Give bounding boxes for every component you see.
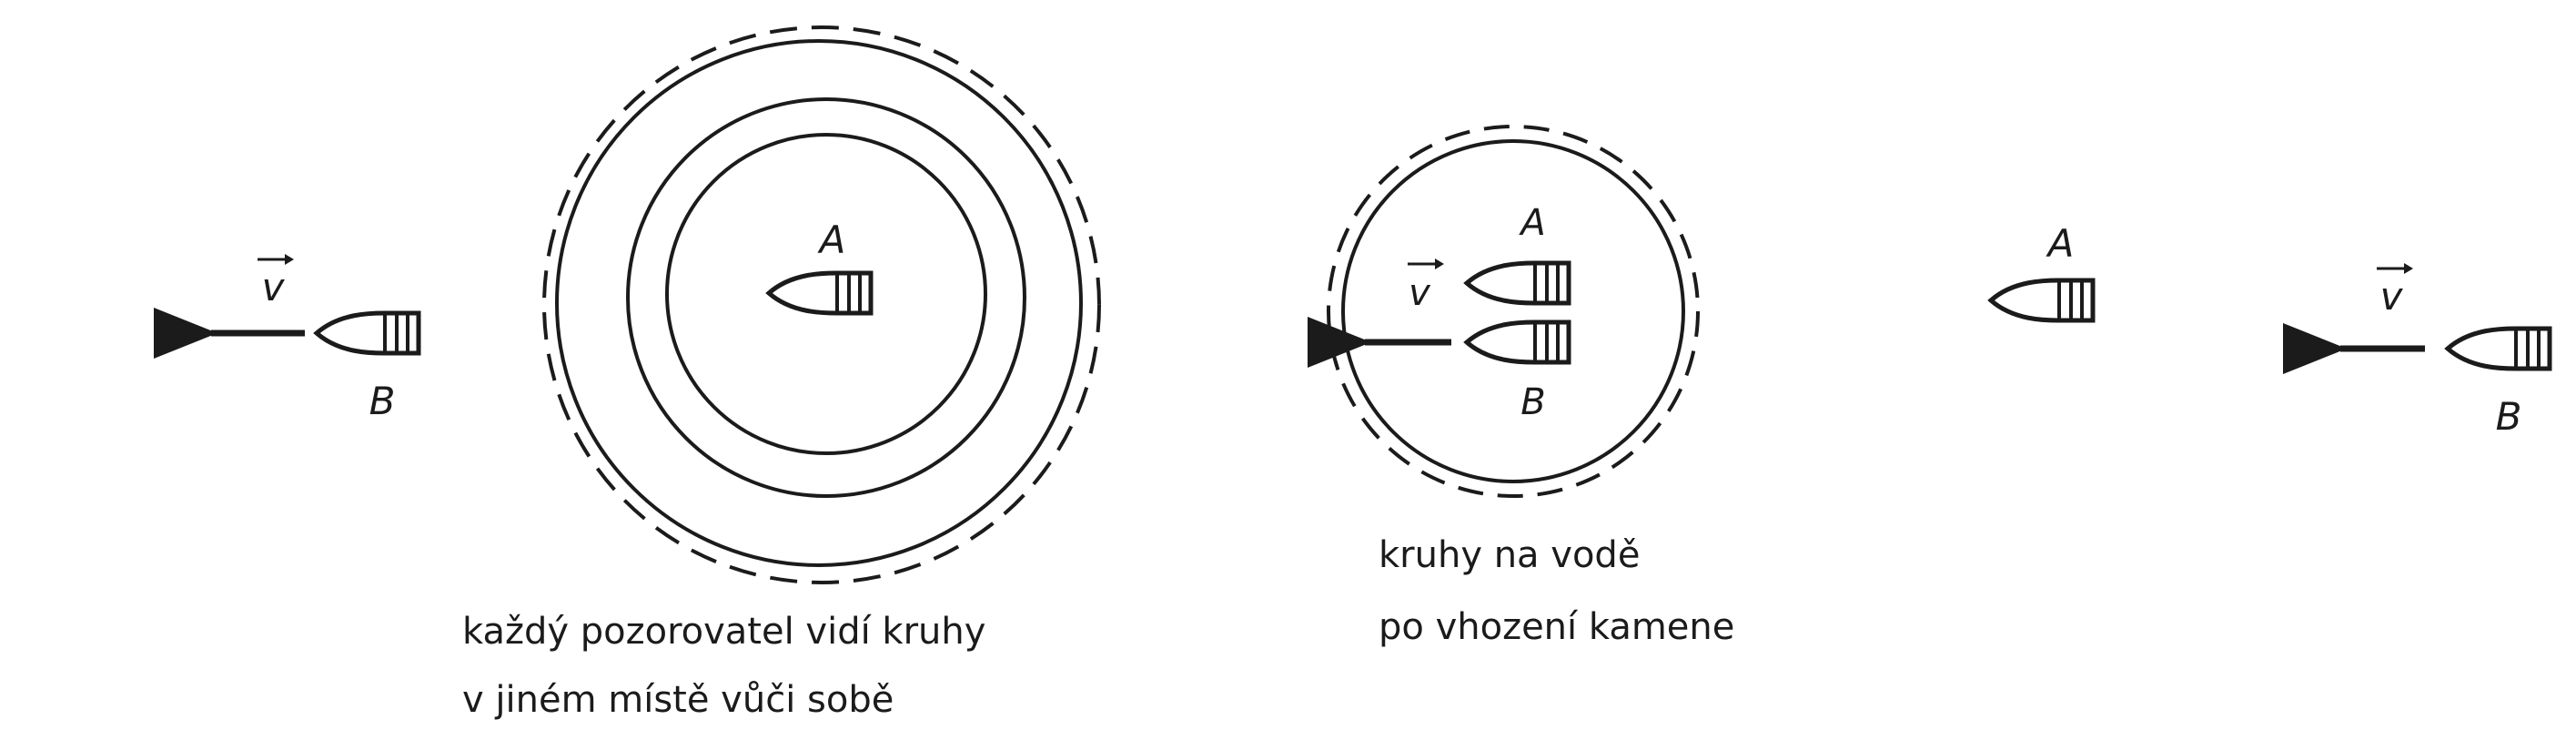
velocity-label-middle: v xyxy=(1406,257,1446,314)
wave-circle-middle-dashed xyxy=(1327,125,1700,498)
caption-middle-line2: po vhození kamene xyxy=(1379,606,1734,648)
caption-middle-line1: kruhy na vodě xyxy=(1379,534,1640,576)
boat-a-middle xyxy=(1467,263,1569,303)
boat-a-label-left: A xyxy=(817,218,846,262)
boat-b-label-middle: B xyxy=(1520,381,1545,423)
boat-a-label-middle: A xyxy=(1518,202,1545,244)
boat-a-label-right: A xyxy=(2046,221,2075,266)
wave-circle-middle xyxy=(626,97,1026,498)
boat-b-right xyxy=(2448,329,2550,369)
panel-left: v B A každý pozorovatel vidí kruhy v jin… xyxy=(154,25,1101,721)
wave-circle-inner xyxy=(665,133,987,455)
velocity-label-left: v xyxy=(256,252,296,309)
velocity-symbol: v xyxy=(262,265,286,309)
velocity-symbol: v xyxy=(1409,272,1431,314)
caption-left-line2: v jiném místě vůči sobě xyxy=(462,679,894,721)
boat-a-right xyxy=(1991,280,2093,320)
panel-middle: v A B kruhy na vodě po vhození kamene xyxy=(1308,125,1734,648)
wave-circle-outer-dashed xyxy=(542,25,1101,584)
caption-left-line1: každý pozorovatel vidí kruhy xyxy=(462,611,985,653)
boat-b-left xyxy=(317,313,419,353)
boat-a-left xyxy=(769,273,871,313)
panel-right: A v B xyxy=(1991,221,2550,439)
boat-b-label-left: B xyxy=(369,379,396,423)
wave-circle-middle-solid xyxy=(1341,139,1685,483)
velocity-label-right: v xyxy=(2375,261,2415,319)
boat-b-middle xyxy=(1467,322,1569,362)
velocity-symbol: v xyxy=(2380,274,2404,319)
wave-circle-outer-solid xyxy=(555,39,1083,567)
boat-b-label-right: B xyxy=(2496,394,2522,439)
